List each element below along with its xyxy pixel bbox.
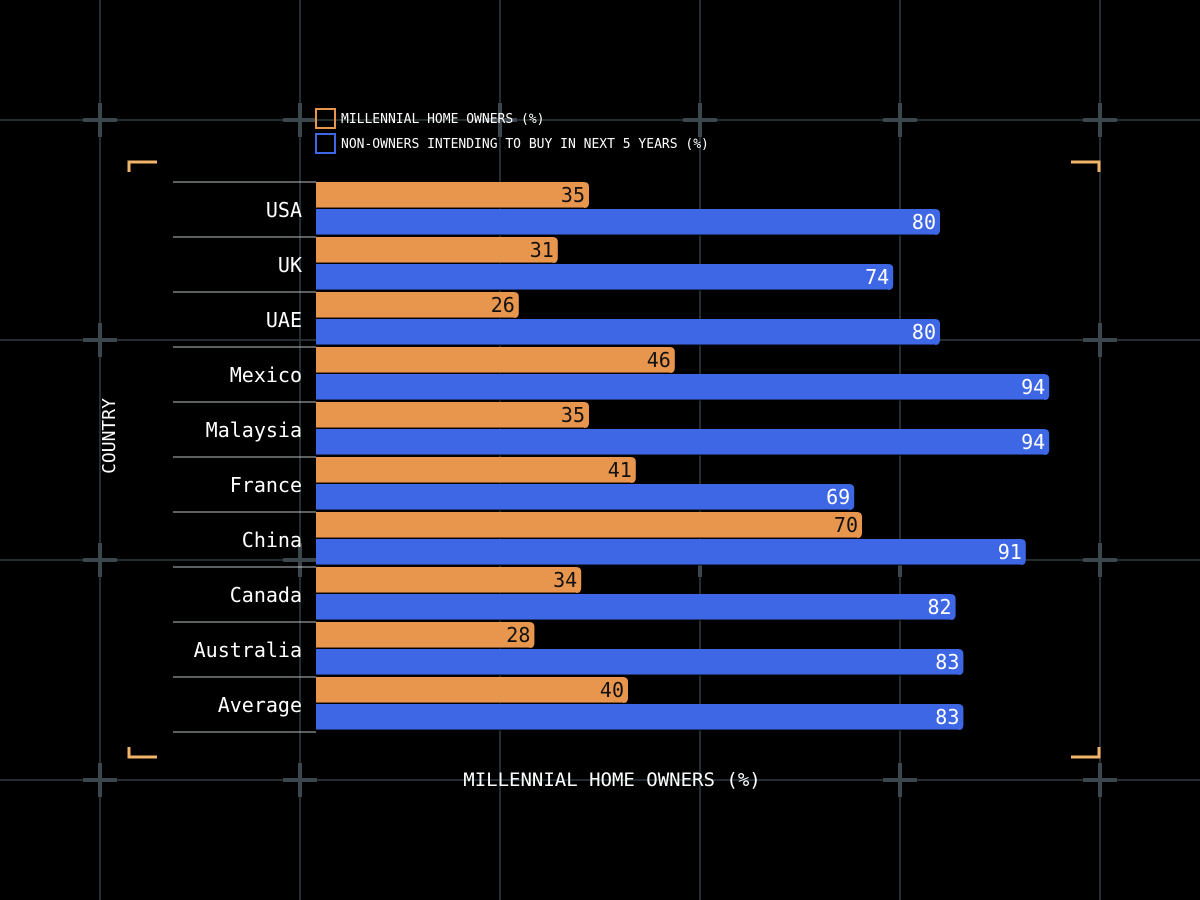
bar-owners (316, 677, 628, 703)
category-row: Canada 34 82 (173, 567, 956, 623)
data-label-intenders: 94 (1021, 430, 1045, 454)
bar-owners (316, 237, 558, 263)
y-tick-label: UAE (266, 308, 302, 332)
bar-intenders (316, 209, 940, 235)
data-label-owners: 28 (506, 623, 530, 647)
data-label-owners: 31 (530, 238, 554, 262)
bar-owners (316, 182, 589, 208)
y-tick-label: Malaysia (206, 418, 302, 442)
y-tick-label: Mexico (230, 363, 302, 387)
bar-owners (316, 457, 636, 483)
category-row: China 70 91 (173, 512, 1026, 568)
bar-intenders (316, 429, 1050, 455)
data-label-owners: 35 (561, 403, 585, 427)
bar-intenders (316, 484, 855, 510)
category-row: UK 31 74 (173, 237, 894, 293)
bar-owners (316, 292, 519, 318)
bar-intenders (316, 594, 956, 620)
legend-swatch-owners (315, 108, 336, 129)
data-label-intenders: 94 (1021, 375, 1045, 399)
corner-bracket (1071, 747, 1101, 759)
data-label-intenders: 74 (865, 265, 889, 289)
data-label-owners: 46 (647, 348, 671, 372)
corner-bracket (1071, 160, 1101, 172)
bar-owners (316, 567, 582, 593)
data-label-owners: 34 (553, 568, 577, 592)
y-tick-label: China (242, 528, 302, 552)
data-label-intenders: 83 (935, 705, 959, 729)
y-axis-title: COUNTRY (99, 398, 120, 474)
bar-owners (316, 402, 589, 428)
corner-brackets (127, 160, 1101, 759)
y-tick-label: Average (218, 693, 302, 717)
category-row: France 41 69 (173, 457, 855, 513)
y-tick-label: Canada (230, 583, 302, 607)
y-tick-label: UK (278, 253, 302, 277)
data-label-intenders: 83 (935, 650, 959, 674)
bar-intenders (316, 539, 1026, 565)
plot-area: USA 35 80 UK 31 74 UAE 26 80 Mexico 46 94 Malaysia 35… (173, 181, 1050, 733)
category-row: Mexico 46 94 (173, 347, 1050, 403)
data-label-owners: 35 (561, 183, 585, 207)
data-label-owners: 70 (834, 513, 858, 537)
bar-intenders (316, 264, 894, 290)
bar-intenders (316, 649, 964, 675)
data-label-intenders: 80 (912, 210, 936, 234)
legend-swatch-intenders (315, 133, 336, 154)
data-label-intenders: 69 (826, 485, 850, 509)
category-row: Australia 28 83 (173, 622, 964, 678)
data-label-intenders: 82 (928, 595, 952, 619)
legend-label-intenders: NON-OWNERS INTENDING TO BUY IN NEXT 5 YE… (341, 137, 709, 152)
bar-intenders (316, 319, 940, 345)
x-axis-title: MILLENNIAL HOME OWNERS (%) (463, 769, 760, 791)
corner-bracket (127, 747, 157, 759)
bar-owners (316, 512, 862, 538)
bar-intenders (316, 374, 1050, 400)
legend: MILLENNIAL HOME OWNERS (%) NON-OWNERS IN… (315, 108, 709, 154)
category-row: Malaysia 35 94 (173, 402, 1050, 458)
data-label-intenders: 91 (998, 540, 1022, 564)
data-label-intenders: 80 (912, 320, 936, 344)
data-label-owners: 26 (491, 293, 515, 317)
category-row: UAE 26 80 (173, 292, 940, 348)
bar-owners (316, 347, 675, 373)
legend-label-owners: MILLENNIAL HOME OWNERS (%) (341, 112, 545, 127)
y-tick-label: USA (266, 198, 302, 222)
category-row: USA 35 80 (173, 182, 940, 238)
data-label-owners: 40 (600, 678, 624, 702)
category-row: Average 40 83 (173, 677, 964, 733)
bar-intenders (316, 704, 964, 730)
y-tick-label: France (230, 473, 302, 497)
corner-bracket (127, 160, 157, 172)
bar-owners (316, 622, 535, 648)
y-tick-label: Australia (194, 638, 302, 662)
data-label-owners: 41 (608, 458, 632, 482)
